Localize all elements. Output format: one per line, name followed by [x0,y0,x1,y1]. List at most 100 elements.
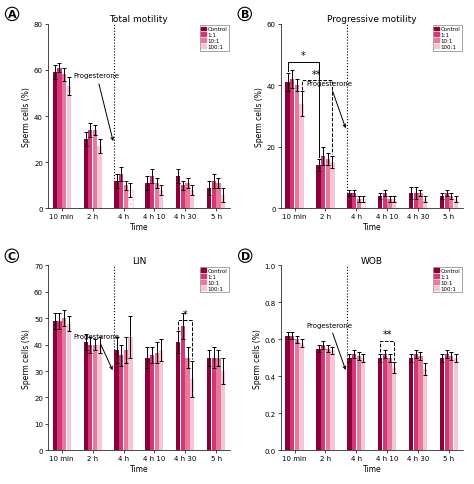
Bar [212,182,216,209]
Bar [190,191,194,209]
Bar [185,183,190,209]
Bar [216,358,220,450]
Bar [383,354,387,450]
Bar [176,177,181,209]
Bar [330,163,335,209]
Bar [190,379,194,450]
Text: Progesterone: Progesterone [74,73,120,141]
Bar [440,197,444,209]
Bar [128,337,133,450]
Bar [185,358,190,450]
Bar [181,327,185,450]
Bar [387,200,392,209]
Bar [300,343,304,450]
Text: A: A [8,10,17,20]
Bar [124,350,128,450]
Bar [88,345,92,450]
Bar [57,68,62,209]
Bar [423,369,427,450]
Text: D: D [241,251,250,261]
Bar [53,321,57,450]
Bar [445,194,449,209]
Bar [150,177,154,209]
Bar [57,321,62,450]
Y-axis label: Sperm cells (%): Sperm cells (%) [22,87,31,147]
Title: Progressive motility: Progressive motility [327,15,417,24]
Bar [418,356,422,450]
Bar [212,358,216,450]
Bar [440,358,444,450]
Y-axis label: Sperm cells (%): Sperm cells (%) [255,87,264,147]
Bar [98,345,102,450]
Bar [119,174,123,209]
Bar [128,191,133,209]
Bar [383,194,387,209]
Text: C: C [8,251,16,261]
Bar [53,73,57,209]
Y-axis label: Sperm cells (%): Sperm cells (%) [253,328,262,388]
Bar [449,356,454,450]
Bar [316,166,320,209]
Bar [378,358,383,450]
Bar [356,200,361,209]
Bar [347,358,352,450]
Bar [216,183,220,209]
Legend: Control, 1:1, 10:1, 100:1: Control, 1:1, 10:1, 100:1 [433,267,462,293]
Bar [414,354,418,450]
Bar [114,350,118,450]
Bar [62,318,66,450]
Bar [290,80,294,209]
Bar [207,358,211,450]
Bar [155,183,159,209]
Bar [326,160,330,209]
Text: *: * [301,51,305,61]
Bar [181,186,185,209]
Bar [119,356,123,450]
Bar [392,200,396,209]
Bar [66,324,71,450]
Bar [409,194,413,209]
Bar [409,358,413,450]
Bar [454,358,458,450]
Bar [321,345,325,450]
Text: Progesterone: Progesterone [307,322,353,369]
Bar [423,200,427,209]
Bar [98,147,102,209]
Bar [352,354,356,450]
Bar [176,342,181,450]
Bar [285,83,290,209]
Bar [321,157,325,209]
X-axis label: Time: Time [129,223,148,232]
Bar [93,131,97,209]
Legend: Control, 1:1, 10:1, 100:1: Control, 1:1, 10:1, 100:1 [200,267,229,293]
Bar [285,336,290,450]
Bar [114,182,118,209]
Bar [392,367,396,450]
Text: B: B [241,10,249,20]
Bar [66,87,71,209]
X-axis label: Time: Time [129,464,148,473]
Bar [88,131,92,209]
Bar [361,200,365,209]
Bar [316,349,320,450]
Bar [361,358,365,450]
Text: Progesterone: Progesterone [307,81,353,128]
Bar [300,105,304,209]
Bar [221,195,225,209]
Bar [221,371,225,450]
Bar [445,354,449,450]
Bar [83,140,88,209]
Bar [159,350,164,450]
Bar [295,340,299,450]
Bar [326,349,330,450]
Bar [347,194,352,209]
Bar [93,345,97,450]
Bar [378,197,383,209]
Bar [150,356,154,450]
Bar [83,342,88,450]
Title: Total motility: Total motility [109,15,168,24]
Title: LIN: LIN [132,256,146,265]
Legend: Control, 1:1, 10:1, 100:1: Control, 1:1, 10:1, 100:1 [433,26,462,51]
Bar [449,197,454,209]
Legend: Control, 1:1, 10:1, 100:1: Control, 1:1, 10:1, 100:1 [200,26,229,51]
